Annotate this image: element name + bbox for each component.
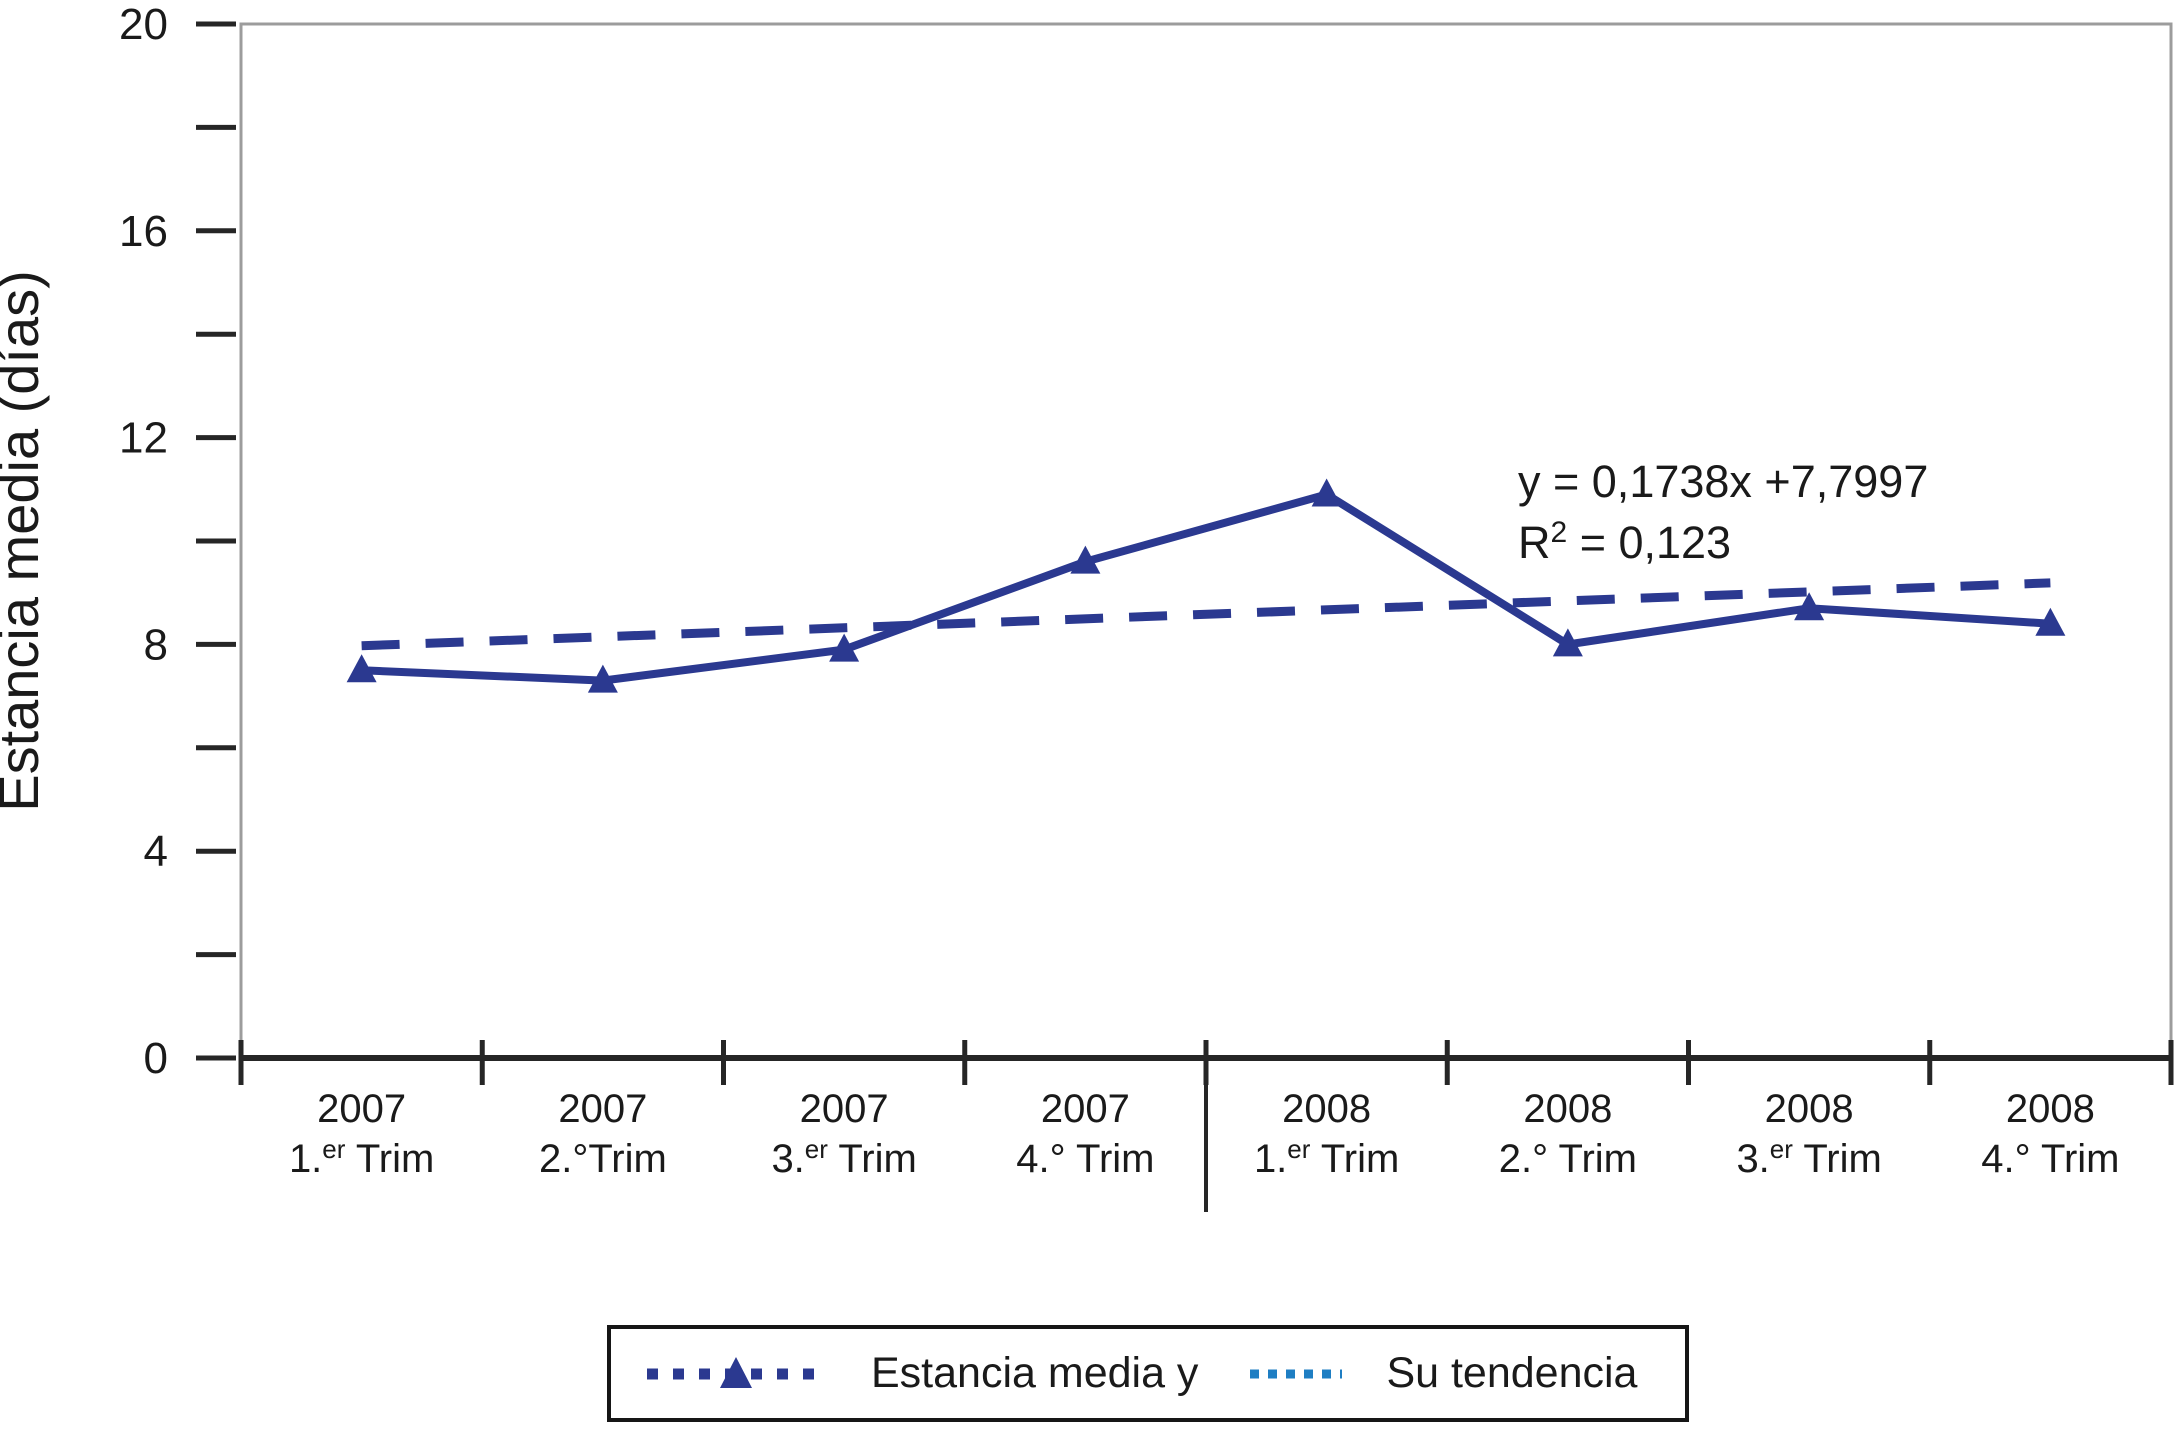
data-point-marker [587,664,618,693]
x-label-year: 2008 [1765,1087,1854,1131]
y-tick-label: 16 [119,207,168,256]
x-label-quarter: 1.er Trim [1254,1134,1399,1181]
x-label-quarter: 4.° Trim [1016,1137,1154,1181]
data-point-marker [829,633,860,662]
data-point-marker [1794,592,1825,621]
trend-equation-text: y = 0,1738x +7,7997 [1518,456,1928,507]
r-squared-text: R2 = 0,123 [1518,516,1731,568]
y-tick-label: 20 [119,0,168,49]
legend-label-estancia-media: Estancia media y [871,1349,1199,1397]
x-label-quarter: 3.er Trim [1736,1134,1881,1181]
triangle-marker-icon [720,1356,752,1388]
data-point-marker [2035,607,2066,636]
y-tick-label: 0 [144,1034,168,1083]
x-label-year: 2008 [1523,1087,1612,1131]
legend-item-su-tendencia: Su tendencia [1198,1349,1637,1398]
x-label-quarter: 4.° Trim [1981,1137,2119,1181]
data-point-marker [1311,478,1342,507]
data-point-marker [346,654,377,683]
legend-key-estancia-media [647,1356,825,1388]
x-label-quarter: 2.°Trim [539,1137,667,1181]
x-label-year: 2007 [1041,1087,1130,1131]
data-point-marker [1070,545,1101,574]
data-point-marker [1552,628,1583,657]
plot-frame [239,22,2173,1060]
y-tick-label: 4 [144,827,168,876]
legend-label-su-tendencia: Su tendencia [1386,1349,1638,1397]
x-label-quarter: 1.er Trim [289,1134,434,1181]
x-label-quarter: 3.er Trim [771,1134,916,1181]
legend-key-su-tendencia [1250,1369,1343,1378]
x-label-year: 2007 [800,1087,889,1131]
chart-legend: Estancia media y Su tendencia [607,1325,1689,1422]
y-tick-label: 12 [119,414,168,463]
x-label-quarter: 2.° Trim [1499,1137,1637,1181]
trend-line [361,578,2051,651]
y-axis-title: Estancia media (días) [0,270,50,812]
x-label-year: 2007 [558,1087,647,1131]
x-label-year: 2008 [2006,1087,2095,1131]
y-tick-label: 8 [144,620,168,669]
series-line [361,490,2051,685]
legend-item-estancia-media: Estancia media y [611,1349,1198,1398]
x-label-year: 2008 [1282,1087,1371,1131]
x-label-year: 2007 [317,1087,406,1131]
